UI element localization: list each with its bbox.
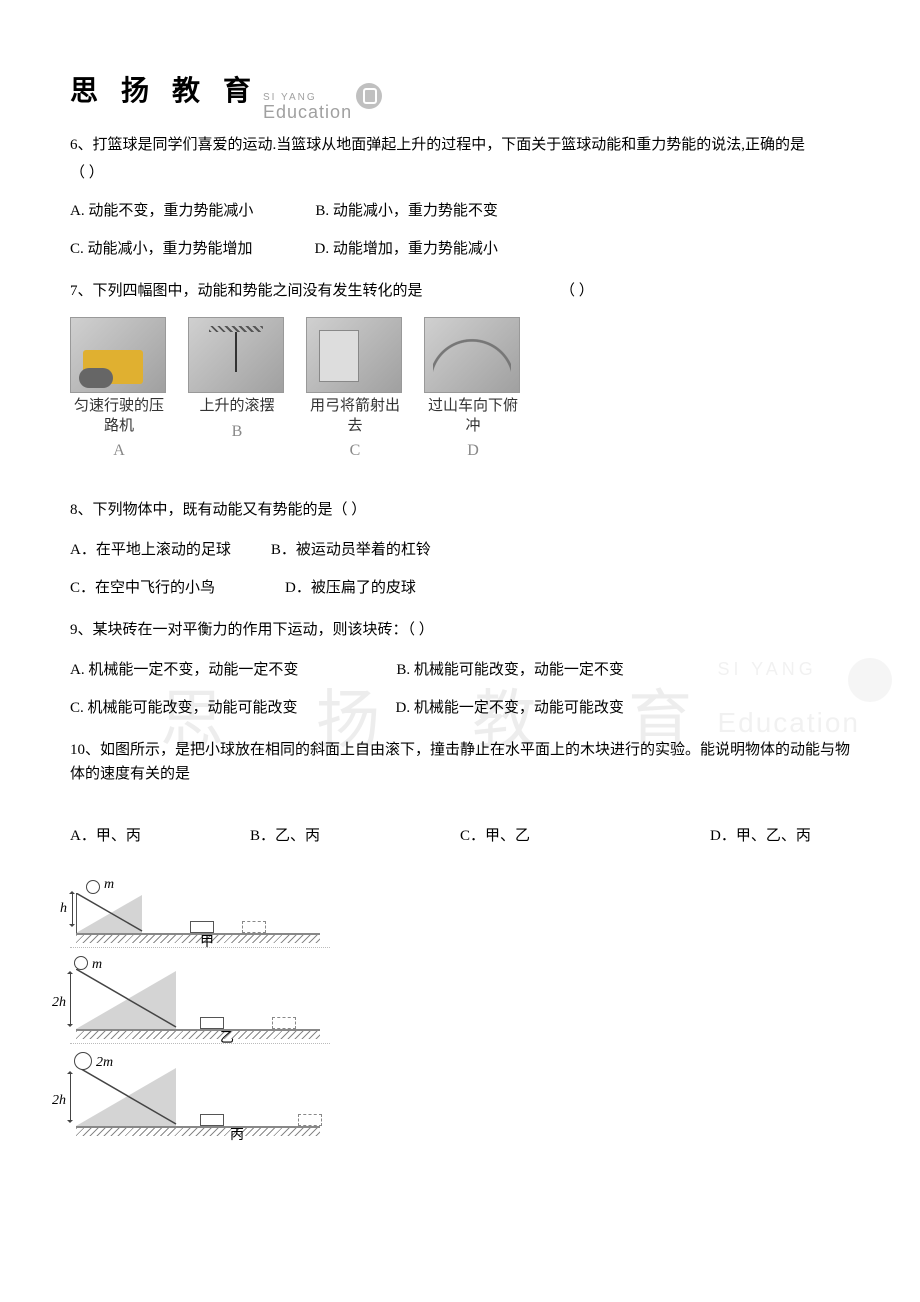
q8-option-a: A．在平地上滚动的足球 [70,538,231,562]
q9-option-b: B. 机械能可能改变，动能一定不变 [396,658,624,682]
q7-img-b: 上升的滚摆 B [188,317,286,464]
q6-option-d: D. 动能增加，重力势能减小 [315,237,498,261]
question-7: 7、下列四幅图中，动能和势能之间没有发生转化的是 （ ） 匀速行驶的压路机 A … [70,279,850,464]
diagram-row-jia: m h 甲 [70,876,330,948]
q10-diagram: m h 甲 m 2h 乙 2m [70,876,330,1140]
question-10: 10、如图所示，是把小球放在相同的斜面上自由滚下，撞击静止在水平面上的木块进行的… [70,738,850,1140]
q10-options: A．甲、丙 B．乙、丙 C．甲、乙 D．甲、乙、丙 [70,824,850,848]
q8-row-ab: A．在平地上滚动的足球 B．被运动员举着的杠铃 [70,538,850,562]
header-logo: 思 扬 教 育 SI YANG Education [70,70,850,121]
q6-option-b: B. 动能减小，重力势能不变 [315,199,498,223]
q8-text: 8、下列物体中，既有动能又有势能的是（ ） [70,498,850,522]
question-6: 6、打篮球是同学们喜爱的运动.当篮球从地面弹起上升的过程中，下面关于篮球动能和重… [70,133,850,261]
q9-row-ab: A. 机械能一定不变，动能一定不变 B. 机械能可能改变，动能一定不变 [70,658,850,682]
q9-row-cd: C. 机械能可能改变，动能可能改变 D. 机械能一定不变，动能可能改变 [70,696,850,720]
diagram-row-yi: m 2h 乙 [70,954,330,1044]
logo-english: SI YANG Education [263,93,352,121]
q7-text: 7、下列四幅图中，动能和势能之间没有发生转化的是 （ ） [70,279,850,303]
roller-icon [70,317,166,393]
q10-text: 10、如图所示，是把小球放在相同的斜面上自由滚下，撞击静止在水平面上的木块进行的… [70,738,850,786]
q10-option-c: C．甲、乙 [460,824,710,848]
logo-mark-icon [356,83,382,109]
q7-images: 匀速行驶的压路机 A 上升的滚摆 B 用弓将箭射出去 C 过山车向下俯冲 D [70,317,850,464]
q9-option-a: A. 机械能一定不变，动能一定不变 [70,658,298,682]
q9-option-c: C. 机械能可能改变，动能可能改变 [70,696,298,720]
q7-img-c: 用弓将箭射出去 C [306,317,404,464]
q10-option-d: D．甲、乙、丙 [710,824,811,848]
coaster-icon [424,317,520,393]
q9-text: 9、某块砖在一对平衡力的作用下运动，则该块砖：（ ） [70,618,850,642]
q10-option-b: B．乙、丙 [250,824,460,848]
q8-option-b: B．被运动员举着的杠铃 [271,538,431,562]
q10-option-a: A．甲、丙 [70,824,250,848]
q8-option-c: C．在空中飞行的小鸟 [70,576,215,600]
q6-paren: （ ） [70,161,850,185]
q9-option-d: D. 机械能一定不变，动能可能改变 [396,696,624,720]
q8-row-cd: C．在空中飞行的小鸟 D．被压扁了的皮球 [70,576,850,600]
diagram-row-bing: 2m 2h 丙 [70,1050,330,1140]
watermark-mark-icon [848,658,892,702]
pendulum-icon [188,317,284,393]
question-9: 9、某块砖在一对平衡力的作用下运动，则该块砖：（ ） A. 机械能一定不变，动能… [70,618,850,720]
question-8: 8、下列物体中，既有动能又有势能的是（ ） A．在平地上滚动的足球 B．被运动员… [70,498,850,600]
q6-text: 6、打篮球是同学们喜爱的运动.当篮球从地面弹起上升的过程中，下面关于篮球动能和重… [70,133,850,157]
archer-icon [306,317,402,393]
q7-img-a: 匀速行驶的压路机 A [70,317,168,464]
q6-row-ab: A. 动能不变，重力势能减小 B. 动能减小，重力势能不变 [70,199,850,223]
q8-option-d: D．被压扁了的皮球 [285,576,416,600]
logo-chinese: 思 扬 教 育 [70,70,259,115]
q6-row-cd: C. 动能减小，重力势能增加 D. 动能增加，重力势能减小 [70,237,850,261]
q7-img-d: 过山车向下俯冲 D [424,317,522,464]
q6-option-a: A. 动能不变，重力势能减小 [70,199,253,223]
q6-option-c: C. 动能减小，重力势能增加 [70,237,253,261]
